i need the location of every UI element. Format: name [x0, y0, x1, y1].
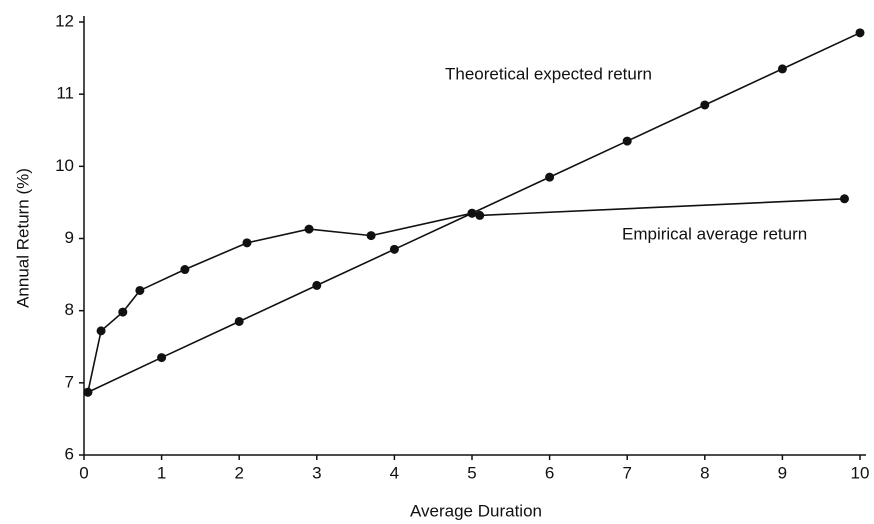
x-tick-label: 5: [467, 463, 476, 482]
series-label: Empirical average return: [622, 224, 807, 243]
x-tick-label: 2: [234, 463, 243, 482]
y-tick-label: 12: [55, 11, 74, 30]
series-label: Theoretical expected return: [445, 64, 652, 83]
data-point: [304, 224, 314, 234]
data-point: [135, 285, 145, 295]
x-tick-label: 10: [851, 463, 870, 482]
data-point: [777, 64, 787, 74]
data-point: [700, 100, 710, 110]
x-axis-label: Average Duration: [410, 501, 542, 520]
y-tick-label: 9: [65, 228, 74, 247]
data-point: [83, 387, 93, 397]
x-tick-label: 4: [390, 463, 399, 482]
data-point: [839, 194, 849, 204]
data-point: [366, 231, 376, 241]
x-tick-label: 7: [622, 463, 631, 482]
data-point: [312, 280, 322, 290]
x-tick-label: 3: [312, 463, 321, 482]
x-tick-label: 9: [778, 463, 787, 482]
data-point: [467, 208, 477, 218]
data-point: [622, 136, 632, 146]
x-tick-label: 1: [157, 463, 166, 482]
y-tick-label: 10: [55, 156, 74, 175]
data-point: [855, 28, 865, 38]
y-tick-label: 11: [56, 84, 74, 103]
data-point: [242, 238, 252, 248]
x-tick-label: 0: [79, 463, 88, 482]
data-point: [118, 307, 128, 317]
data-point: [180, 265, 190, 275]
data-point: [234, 316, 244, 326]
data-point: [157, 353, 167, 363]
y-axis-label: Annual Return (%): [13, 168, 32, 308]
y-tick-label: 6: [65, 444, 74, 463]
x-tick-label: 8: [700, 463, 709, 482]
x-tick-label: 6: [545, 463, 554, 482]
data-point: [545, 172, 555, 182]
data-point: [96, 326, 106, 336]
data-point: [475, 210, 485, 220]
data-point: [389, 244, 399, 254]
y-tick-label: 8: [65, 300, 74, 319]
y-tick-label: 7: [65, 372, 74, 391]
